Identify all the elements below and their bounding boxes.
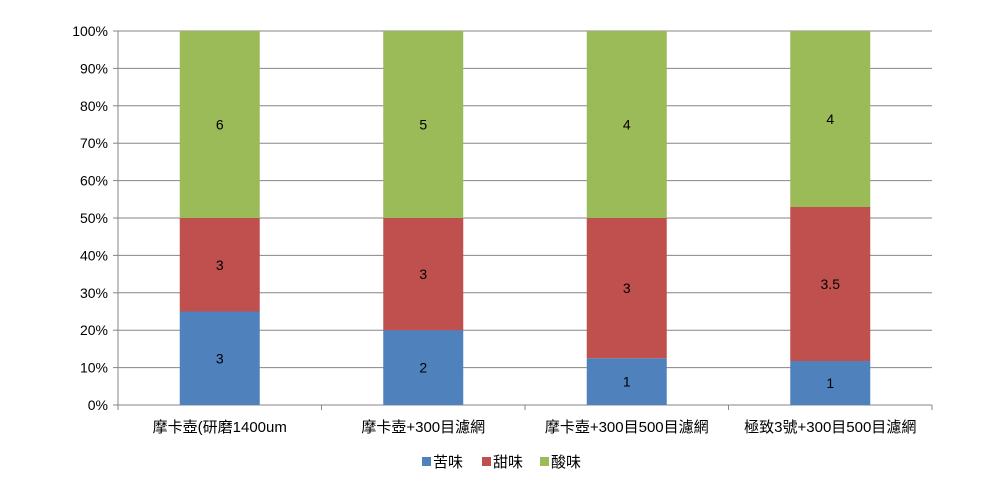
bar-segment xyxy=(179,31,260,218)
data-label: 5 xyxy=(419,117,427,133)
legend-swatch xyxy=(422,457,431,466)
x-tick-label: 摩卡壺(研磨1400um xyxy=(153,418,287,436)
y-tick-label: 40% xyxy=(80,247,108,263)
bar-segment xyxy=(383,218,464,331)
legend-label: 苦味 xyxy=(433,454,463,471)
x-tick-label: 摩卡壺+300目500目濾網 xyxy=(545,418,709,436)
y-tick-label: 0% xyxy=(88,397,108,413)
bar-segment xyxy=(179,218,260,312)
y-tick-label: 50% xyxy=(80,210,108,226)
data-label: 3 xyxy=(216,350,224,366)
x-tick-label: 極致3號+300目500目濾網 xyxy=(744,419,916,436)
legend-swatch xyxy=(482,457,491,466)
bar-segment xyxy=(586,31,667,218)
data-label: 3 xyxy=(216,257,224,273)
legend-label: 酸味 xyxy=(551,454,581,471)
bar-segment xyxy=(179,311,260,405)
bar-segment xyxy=(790,31,871,207)
bar-segment xyxy=(790,361,871,405)
data-label: 1 xyxy=(826,375,834,391)
data-label: 2 xyxy=(419,360,427,376)
legend-swatch xyxy=(540,457,549,466)
legend-label: 甜味 xyxy=(493,454,523,471)
data-label: 3 xyxy=(419,266,427,282)
y-tick-label: 20% xyxy=(80,322,108,338)
y-tick-label: 60% xyxy=(80,173,108,189)
y-tick-label: 10% xyxy=(80,360,108,376)
bar-segment xyxy=(790,207,871,361)
y-tick-label: 80% xyxy=(80,98,108,114)
data-label: 3.5 xyxy=(821,276,841,292)
bar-segment xyxy=(383,330,464,405)
data-label: 6 xyxy=(216,117,224,133)
y-tick-label: 70% xyxy=(80,135,108,151)
bar-segment xyxy=(586,358,667,405)
data-label: 4 xyxy=(623,117,631,133)
bar-segment xyxy=(586,218,667,359)
data-label: 3 xyxy=(623,280,631,296)
y-tick-label: 100% xyxy=(72,23,108,39)
y-tick-label: 90% xyxy=(80,60,108,76)
data-label: 4 xyxy=(826,111,834,127)
data-label: 1 xyxy=(623,374,631,390)
x-tick-label: 摩卡壺+300目濾網 xyxy=(361,418,485,436)
bar-segment xyxy=(383,31,464,218)
y-tick-label: 30% xyxy=(80,285,108,301)
